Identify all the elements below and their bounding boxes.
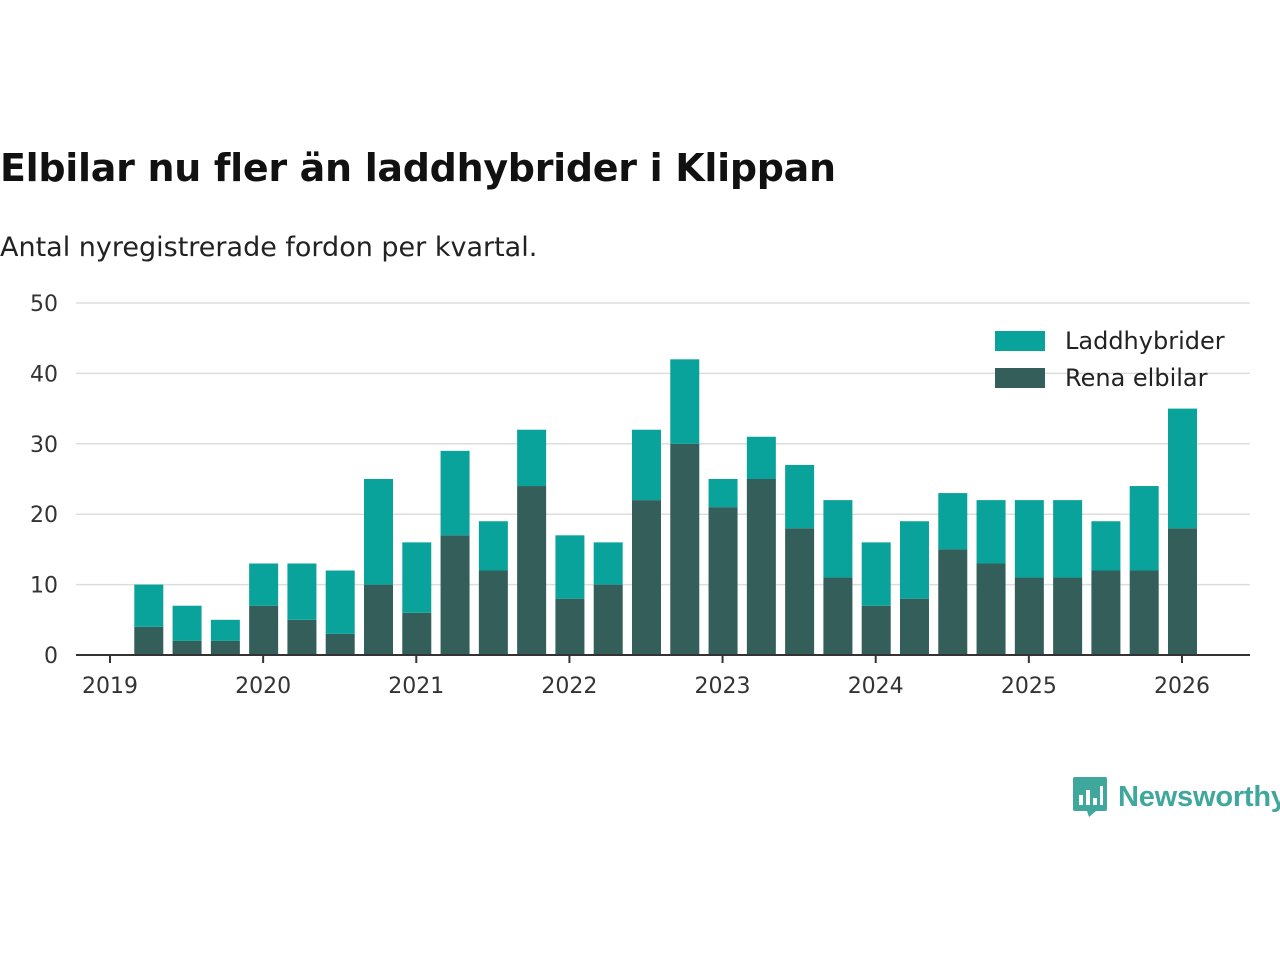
x-tick-label: 2024: [848, 674, 904, 699]
brand-name: Newsworthy: [1118, 780, 1280, 813]
bar-laddhybrider: [402, 542, 432, 613]
legend-swatch: [995, 368, 1045, 388]
y-tick-label: 30: [30, 433, 58, 458]
bar-rena-elbilar: [670, 443, 700, 655]
legend-label: Rena elbilar: [1065, 364, 1208, 392]
x-tick-label: 2023: [695, 674, 751, 699]
bar-rena-elbilar: [517, 486, 547, 655]
bar-laddhybrider: [517, 429, 547, 487]
bar-laddhybrider: [785, 464, 815, 529]
y-tick-label: 20: [30, 503, 58, 528]
bar-rena-elbilar: [134, 626, 164, 655]
bar-laddhybrider: [440, 450, 470, 536]
bar-rena-elbilar: [899, 598, 929, 655]
chart-subtitle: Antal nyregistrerade fordon per kvartal.: [0, 232, 538, 263]
bar-laddhybrider: [210, 619, 240, 641]
stacked-bar-chart: 0 10 20 30 40 50 2019 2020 2021 2022 2023 2024 2025…: [30, 292, 1250, 699]
bar-laddhybrider: [172, 605, 202, 641]
bar-laddhybrider: [1091, 521, 1121, 571]
y-tick-label: 50: [30, 292, 58, 317]
bar-rena-elbilar: [1014, 577, 1044, 655]
x-tick-label: 2021: [388, 674, 444, 699]
x-tick-label: 2026: [1154, 674, 1210, 699]
y-tick-label: 40: [30, 362, 58, 387]
y-tick-label: 10: [30, 574, 58, 599]
x-tick-label: 2022: [541, 674, 597, 699]
bar-rena-elbilar: [708, 507, 738, 655]
bar-rena-elbilar: [631, 500, 661, 655]
bar-laddhybrider: [746, 436, 776, 479]
bar-rena-elbilar: [785, 528, 815, 655]
y-axis-tick-labels: 0 10 20 30 40 50: [30, 292, 58, 669]
bar-rena-elbilar: [287, 619, 317, 655]
bars: [134, 359, 1197, 655]
bar-laddhybrider: [976, 500, 1006, 564]
bar-rena-elbilar: [823, 577, 853, 655]
bar-rena-elbilar: [593, 584, 623, 655]
bar-rena-elbilar: [402, 612, 432, 655]
bar-laddhybrider: [899, 521, 929, 599]
bar-rena-elbilar: [1091, 570, 1121, 655]
bar-laddhybrider: [708, 479, 738, 508]
bar-laddhybrider: [478, 521, 508, 571]
legend: Laddhybrider Rena elbilar: [995, 327, 1225, 392]
bar-laddhybrider: [593, 542, 623, 585]
bar-rena-elbilar: [440, 535, 470, 655]
y-tick-label: 0: [44, 644, 58, 669]
bar-rena-elbilar: [938, 549, 968, 655]
bar-rena-elbilar: [249, 605, 279, 655]
x-axis: 2019 2020 2021 2022 2023 2024 2025 2026: [76, 654, 1250, 699]
bar-rena-elbilar: [746, 479, 776, 655]
chart-title: Elbilar nu fler än laddhybrider i Klippa…: [0, 146, 836, 190]
x-tick-label: 2019: [82, 674, 138, 699]
bar-rena-elbilar: [861, 605, 891, 655]
bar-laddhybrider: [363, 479, 393, 585]
bar-rena-elbilar: [325, 633, 355, 655]
bar-laddhybrider: [1129, 486, 1159, 571]
bar-rena-elbilar: [172, 640, 202, 655]
bar-rena-elbilar: [1167, 528, 1197, 655]
bar-laddhybrider: [631, 429, 661, 501]
bar-laddhybrider: [670, 359, 700, 444]
bar-rena-elbilar: [976, 563, 1006, 655]
bar-rena-elbilar: [1129, 570, 1159, 655]
bar-laddhybrider: [1053, 500, 1083, 578]
x-tick-label: 2020: [235, 674, 291, 699]
legend-label: Laddhybrider: [1065, 327, 1225, 355]
bar-laddhybrider: [555, 535, 585, 599]
bar-rena-elbilar: [363, 584, 393, 655]
bar-laddhybrider: [861, 542, 891, 606]
legend-swatch: [995, 331, 1045, 351]
bar-laddhybrider: [249, 563, 279, 606]
bar-rena-elbilar: [210, 640, 240, 655]
bar-rena-elbilar: [478, 570, 508, 655]
bar-laddhybrider: [1014, 500, 1044, 578]
bar-laddhybrider: [325, 570, 355, 634]
bar-laddhybrider: [1167, 408, 1197, 529]
bar-laddhybrider: [287, 563, 317, 620]
bar-rena-elbilar: [1053, 577, 1083, 655]
newsworthy-brand: Newsworthy: [1072, 776, 1280, 818]
bar-laddhybrider: [823, 500, 853, 578]
x-tick-label: 2025: [1001, 674, 1057, 699]
newsworthy-logo-icon: [1073, 777, 1107, 817]
bar-rena-elbilar: [555, 598, 585, 655]
bar-laddhybrider: [134, 584, 164, 627]
bar-laddhybrider: [938, 493, 968, 550]
